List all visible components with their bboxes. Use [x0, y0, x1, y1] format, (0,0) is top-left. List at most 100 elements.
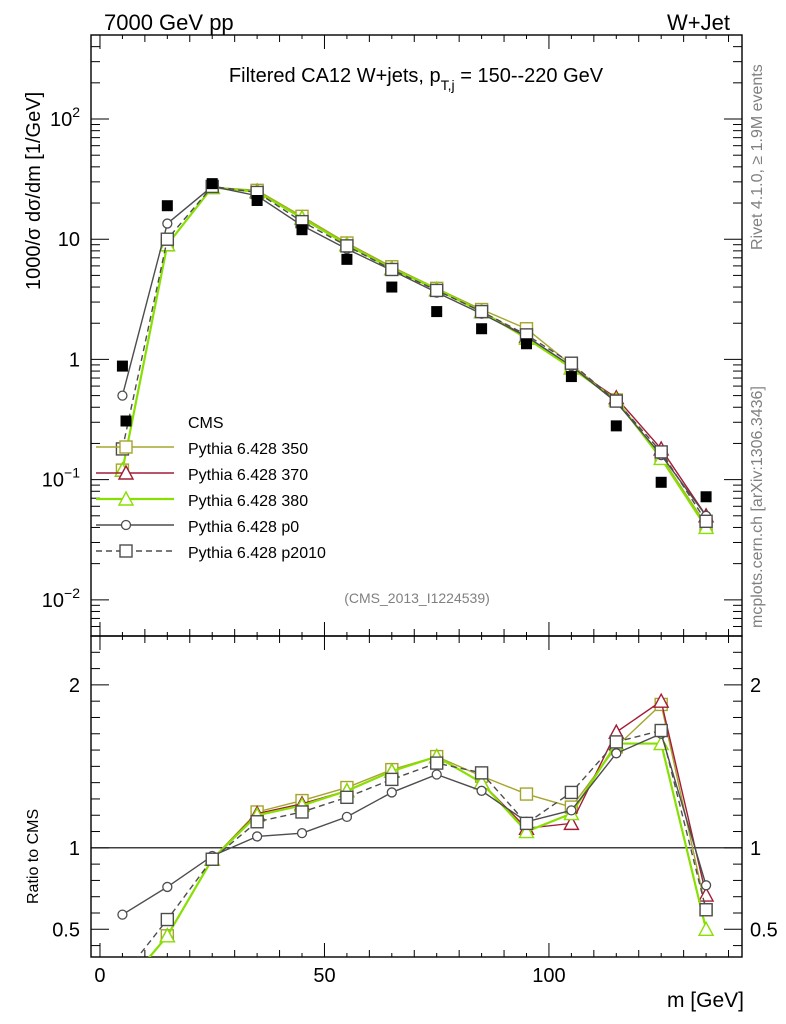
legend-marker-1 [117, 464, 135, 480]
y-tick-label: 1 [69, 349, 80, 371]
mcplots-label: mcplots.cern.ch [arXiv:1306.3436] [749, 386, 766, 628]
ratio-point-3 [341, 811, 353, 823]
series-point-4 [385, 262, 399, 277]
y-tick-base: 10 [50, 109, 72, 131]
ratio-panel: 0 50 100 0.5 0.5 1 1 2 2 [52, 635, 778, 987]
data-point [565, 371, 577, 383]
ratio-point-4 [340, 790, 354, 805]
series-point-4 [699, 514, 713, 529]
legend-label-3: Pythia 6.428 p0 [188, 519, 299, 536]
y-tick-label: 10−1 [42, 465, 80, 492]
data-point [161, 200, 173, 212]
ratio-line-3 [122, 732, 707, 916]
series-point-3 [117, 390, 128, 401]
y-tick-exp: −2 [64, 585, 80, 601]
y-tick-base: 10 [58, 229, 80, 251]
series-point-4 [564, 356, 579, 370]
ratio-point-4 [654, 723, 668, 738]
ratio-point-4 [474, 766, 489, 780]
series-line-4 [121, 185, 707, 522]
data-point [700, 491, 712, 503]
ratio-line-4 [136, 729, 707, 957]
data-point [431, 306, 443, 318]
ratio-tick-label-left: 1 [69, 838, 80, 860]
legend-label-1: Pythia 6.428 370 [188, 467, 308, 484]
legend-label-0: Pythia 6.428 350 [188, 441, 308, 458]
ratio-series [117, 692, 715, 957]
series-point-4 [474, 304, 489, 319]
ratio-point-3 [476, 785, 487, 796]
header-left: 7000 GeV pp [104, 10, 234, 35]
ratio-point-3 [117, 909, 128, 920]
ratio-point-3 [611, 748, 622, 759]
title-main: Filtered CA12 W+jets, p [229, 65, 441, 87]
data-point [341, 253, 353, 265]
y-tick-base: 10 [42, 470, 64, 492]
series-point-3 [162, 218, 173, 229]
ratio-point-3 [566, 805, 577, 816]
ratio-point-3 [431, 769, 442, 780]
x-tick-label: 100 [532, 965, 565, 987]
data-point [206, 178, 218, 190]
ratio-tick-label-right: 2 [750, 675, 761, 697]
ratio-y-axis-label: Ratio to CMS [25, 809, 42, 904]
ratio-point-4 [564, 785, 579, 800]
y-axis-label: 1000/σ dσ/dm [1/GeV] [23, 92, 45, 290]
y-tick-exp: −1 [64, 465, 80, 481]
data-point [251, 194, 263, 206]
legend-label-2: Pythia 6.428 380 [188, 493, 308, 510]
y-tick-label: 10−2 [42, 585, 80, 612]
series-point-4 [340, 239, 354, 253]
legend-marker-4 [119, 544, 133, 558]
ratio-tick-label-right: 1 [750, 838, 761, 860]
ratio-point-3 [700, 880, 712, 891]
series-point-4 [430, 283, 444, 298]
ratio-point-4 [250, 815, 264, 829]
ratio-point-4 [385, 772, 399, 787]
ratio-frame [90, 635, 743, 958]
y-tick-base: 1 [69, 349, 80, 371]
x-axis-label: m [GeV] [667, 989, 744, 1012]
ratio-tick-label-left: 0.5 [52, 919, 80, 941]
y-tick-label: 102 [50, 104, 80, 131]
title-sub: T,j [441, 77, 455, 93]
ratio-point-1 [563, 814, 580, 831]
title-tail: = 150--220 GeV [455, 65, 604, 87]
ratio-point-4 [295, 805, 309, 819]
x-tick-label: 50 [313, 965, 335, 987]
y-tick-base: 10 [42, 590, 64, 612]
ratio-point-3 [386, 787, 397, 798]
ratio-point-4 [519, 816, 534, 831]
ratio-point-4 [699, 903, 713, 917]
legend-label-4: Pythia 6.428 p2010 [188, 545, 326, 562]
ratio-point-4 [160, 912, 175, 927]
ratio-point-4 [205, 852, 219, 866]
ratio-point-2 [518, 823, 535, 839]
ratio-point-4 [430, 756, 444, 770]
ratio-tick-label-right: 0.5 [750, 919, 778, 941]
ratio-point-3 [162, 881, 173, 893]
data-point [296, 224, 308, 236]
legend-marker-3 [120, 519, 132, 531]
y-tick-exp: 2 [72, 104, 80, 120]
series-point-4 [654, 445, 668, 459]
legend: CMS Pythia 6.428 350 Pythia 6.428 370 Pythi… [96, 415, 326, 562]
data-point [610, 420, 622, 432]
ratio-tick-label-left: 2 [69, 675, 80, 697]
y-tick-label: 10 [58, 229, 80, 251]
data-point [386, 281, 398, 293]
legend-marker-data [120, 415, 132, 427]
ratio-point-4 [609, 735, 623, 749]
ratio-point-3 [251, 831, 263, 842]
data-point [520, 338, 532, 350]
x-tick-label: 0 [94, 965, 105, 987]
series-point-4 [609, 394, 623, 408]
ratio-point-1 [653, 692, 670, 708]
ratio-point-2 [697, 920, 715, 936]
data-point [655, 476, 667, 488]
rivet-label: Rivet 4.1.0, ≥ 1.9M events [749, 64, 766, 250]
ratio-point-2 [159, 927, 176, 943]
